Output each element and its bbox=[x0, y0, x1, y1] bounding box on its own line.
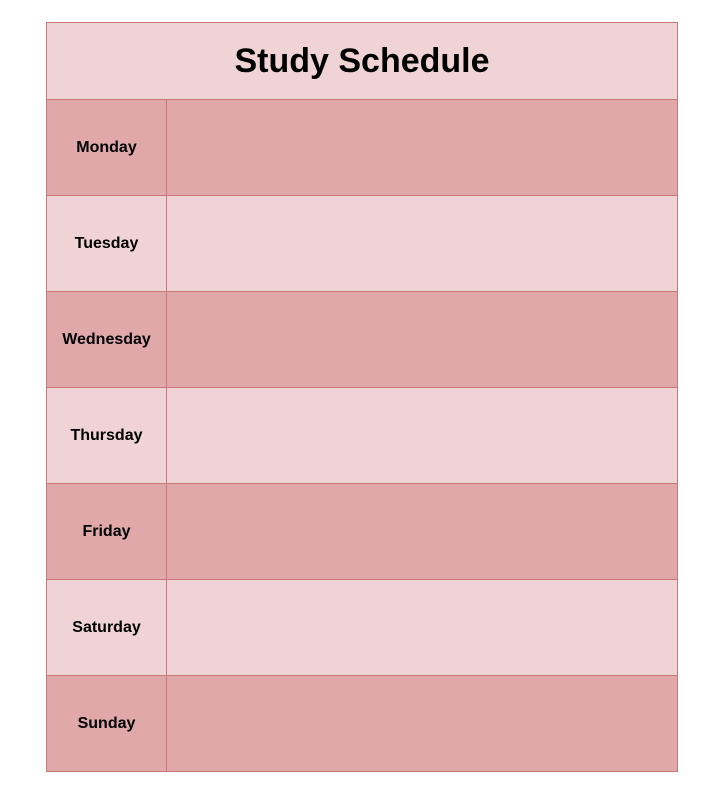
schedule-cell[interactable] bbox=[166, 483, 678, 580]
schedule-row-saturday: Saturday bbox=[46, 579, 678, 676]
schedule-row-monday: Monday bbox=[46, 99, 678, 196]
schedule-row-wednesday: Wednesday bbox=[46, 291, 678, 388]
day-label: Friday bbox=[46, 483, 167, 580]
day-label: Thursday bbox=[46, 387, 167, 484]
page-title: Study Schedule bbox=[46, 22, 678, 100]
day-label: Monday bbox=[46, 99, 167, 196]
day-label: Tuesday bbox=[46, 195, 167, 292]
day-label: Wednesday bbox=[46, 291, 167, 388]
schedule-cell[interactable] bbox=[166, 579, 678, 676]
schedule-row-thursday: Thursday bbox=[46, 387, 678, 484]
schedule-row-sunday: Sunday bbox=[46, 675, 678, 772]
schedule-cell[interactable] bbox=[166, 387, 678, 484]
day-label: Sunday bbox=[46, 675, 167, 772]
day-label: Saturday bbox=[46, 579, 167, 676]
title-row: Study Schedule bbox=[46, 22, 678, 100]
schedule-cell[interactable] bbox=[166, 675, 678, 772]
schedule-cell[interactable] bbox=[166, 195, 678, 292]
schedule-row-friday: Friday bbox=[46, 483, 678, 580]
schedule-cell[interactable] bbox=[166, 291, 678, 388]
schedule-row-tuesday: Tuesday bbox=[46, 195, 678, 292]
study-schedule-table: Study Schedule Monday Tuesday Wednesday Thu… bbox=[46, 22, 678, 772]
schedule-cell[interactable] bbox=[166, 99, 678, 196]
